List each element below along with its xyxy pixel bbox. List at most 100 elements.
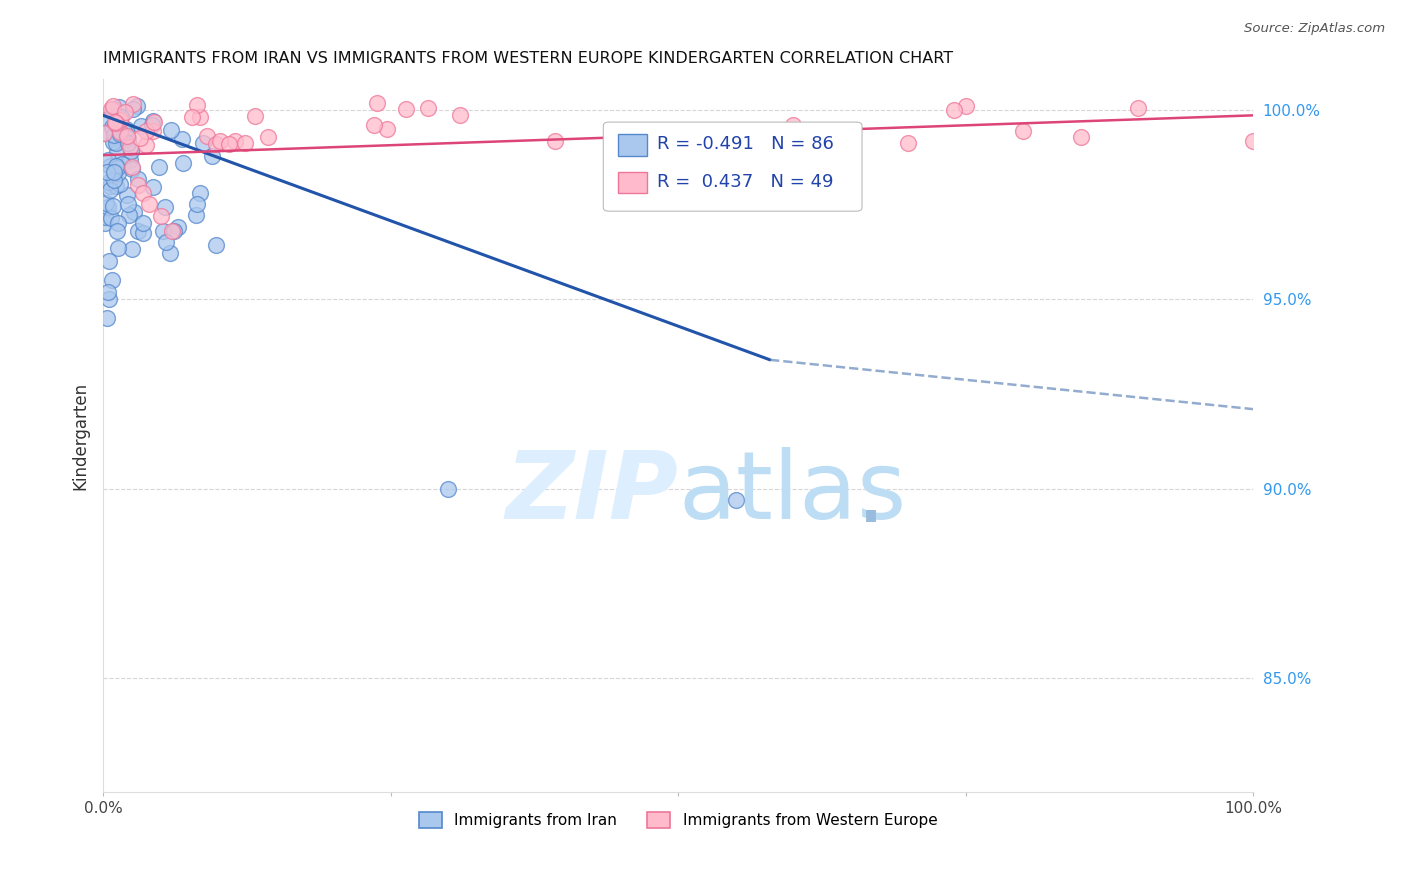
Point (104, 159, 127, 173)
Point (152, 224, 174, 238)
Point (163, 224, 186, 238)
Point (122, 103, 145, 117)
Point (149, 209, 172, 223)
Point (188, 110, 211, 124)
Text: ZIP: ZIP (505, 447, 678, 539)
Point (245, 109, 267, 123)
Point (96, 164, 118, 178)
Y-axis label: Kindergarten: Kindergarten (72, 382, 89, 490)
Point (143, 115, 166, 129)
Point (782, 118, 804, 132)
Point (117, 131, 139, 145)
Point (375, 122, 398, 136)
Point (93, 210, 115, 224)
Point (142, 180, 165, 194)
Point (121, 242, 143, 256)
Point (132, 227, 155, 241)
Point (148, 160, 170, 174)
Point (437, 482, 460, 496)
Point (159, 245, 181, 260)
Point (104, 130, 127, 145)
Point (118, 153, 141, 167)
Point (142, 123, 165, 137)
Point (363, 118, 385, 132)
Point (132, 216, 155, 230)
Point (104, 178, 127, 193)
Point (172, 132, 194, 146)
Point (127, 224, 149, 238)
Point (107, 145, 129, 159)
Point (943, 103, 966, 117)
Point (97, 285, 120, 299)
Point (166, 219, 188, 234)
Point (103, 99, 125, 113)
Point (110, 125, 132, 139)
FancyBboxPatch shape (603, 122, 862, 211)
Point (104, 114, 127, 128)
Point (115, 187, 138, 202)
Point (105, 161, 128, 175)
Text: Source: ZipAtlas.com: Source: ZipAtlas.com (1244, 22, 1385, 36)
Point (103, 173, 125, 187)
Point (104, 117, 127, 131)
Point (101, 122, 124, 136)
Point (395, 103, 418, 117)
Point (125, 99, 148, 113)
Point (94, 216, 117, 230)
Point (127, 178, 149, 193)
Point (366, 95, 388, 110)
Text: atlas: atlas (678, 447, 907, 539)
Point (172, 156, 194, 170)
Point (186, 197, 208, 211)
Point (93, 127, 115, 141)
Point (190, 186, 212, 201)
Point (155, 235, 177, 250)
Point (105, 109, 128, 123)
Point (97, 153, 120, 167)
Point (121, 97, 143, 112)
Point (100, 211, 122, 226)
Point (132, 186, 155, 200)
Point (205, 137, 228, 152)
Point (98, 159, 121, 173)
Point (142, 114, 165, 128)
Point (97, 254, 120, 268)
Point (127, 171, 149, 186)
Text: R =  0.437   N = 49: R = 0.437 N = 49 (658, 173, 834, 191)
Point (97, 175, 120, 189)
Point (108, 177, 131, 191)
Point (105, 115, 128, 129)
Text: .: . (856, 450, 886, 542)
Point (159, 122, 181, 136)
Point (107, 241, 129, 255)
Point (115, 122, 138, 136)
Point (97, 292, 120, 306)
Point (115, 129, 138, 144)
Point (111, 157, 134, 171)
Point (120, 144, 142, 158)
Point (129, 130, 152, 145)
Point (218, 137, 240, 152)
Legend: Immigrants from Iran, Immigrants from Western Europe: Immigrants from Iran, Immigrants from We… (413, 806, 943, 834)
Point (105, 224, 128, 238)
Point (235, 136, 257, 150)
Point (101, 273, 124, 287)
Point (103, 165, 125, 179)
Point (114, 129, 136, 144)
Point (1241, 134, 1264, 148)
Point (108, 113, 131, 128)
Point (108, 101, 131, 115)
Point (1012, 124, 1035, 138)
Text: IMMIGRANTS FROM IRAN VS IMMIGRANTS FROM WESTERN EUROPE KINDERGARTEN CORRELATION : IMMIGRANTS FROM IRAN VS IMMIGRANTS FROM … (103, 51, 953, 66)
Point (107, 166, 129, 180)
Point (110, 127, 132, 141)
Point (129, 120, 152, 134)
Point (418, 101, 440, 115)
Text: R = -0.491   N = 86: R = -0.491 N = 86 (658, 136, 834, 153)
Point (1069, 130, 1091, 145)
FancyBboxPatch shape (619, 134, 647, 155)
Point (107, 215, 129, 229)
Point (105, 120, 128, 134)
FancyBboxPatch shape (619, 172, 647, 194)
Point (955, 99, 977, 113)
